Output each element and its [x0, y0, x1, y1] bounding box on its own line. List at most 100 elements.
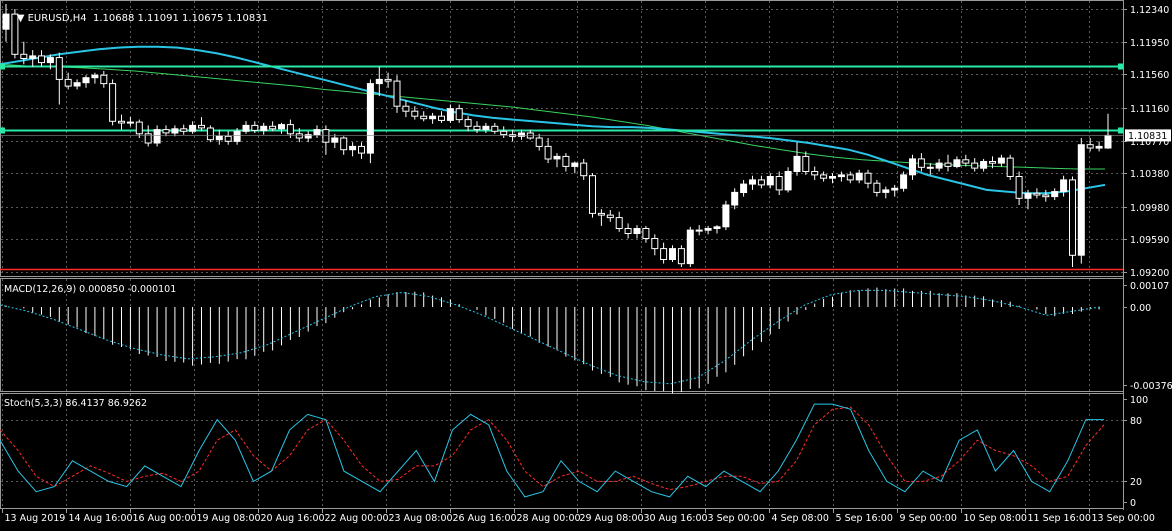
- x-tick-label: 13 Sep 00:00: [1092, 513, 1155, 524]
- candle-body: [722, 204, 730, 228]
- candle-body: [562, 155, 570, 167]
- candle-body: [837, 174, 845, 178]
- candle-body: [740, 183, 748, 194]
- candle-body: [206, 127, 214, 141]
- level-handle-right: [1118, 63, 1123, 70]
- x-tick-label: 5 Sep 16:00: [836, 513, 893, 524]
- y-tick-label: 1.09590: [1130, 235, 1169, 246]
- candle-body: [704, 228, 712, 231]
- candle-body: [651, 238, 659, 250]
- candle-body: [438, 115, 445, 121]
- stoch-tick-label: 80: [1130, 416, 1142, 427]
- candle-body: [366, 83, 374, 154]
- candle-body: [135, 121, 143, 135]
- candle-body: [633, 228, 641, 234]
- macd-tick-label: 0.00107: [1130, 281, 1169, 292]
- candle-body: [180, 128, 188, 132]
- level-handle-left: [0, 63, 5, 70]
- stoch-tick-label: 20: [1130, 477, 1142, 488]
- candle-body: [144, 133, 152, 144]
- current-price-tag: [1125, 129, 1171, 142]
- y-tick-label: 1.09980: [1130, 203, 1169, 214]
- symbol-label: EURUSD,H4: [27, 13, 87, 24]
- candle-body: [1104, 134, 1112, 149]
- x-tick-label: 28 Aug 00:00: [517, 513, 581, 524]
- candle-body: [535, 137, 543, 147]
- x-tick-label: 19 Aug 08:00: [197, 513, 261, 524]
- candle-body: [855, 172, 863, 181]
- y-tick-label: 1.11160: [1130, 104, 1169, 115]
- candle-body: [802, 155, 810, 172]
- candle-body: [1033, 192, 1041, 196]
- candle-body: [864, 172, 872, 184]
- x-tick-label: 30 Aug 16:00: [644, 513, 708, 524]
- candle-body: [2, 13, 10, 30]
- candle-body: [233, 130, 241, 142]
- candle-body: [304, 134, 312, 139]
- x-tick-label: 16 Aug 00:00: [133, 513, 197, 524]
- candle-body: [455, 108, 463, 121]
- candle-body: [1069, 179, 1076, 256]
- candle-body: [1051, 191, 1059, 198]
- candle-body: [11, 13, 19, 55]
- candle-body: [464, 119, 472, 127]
- candle-body: [757, 179, 765, 186]
- candle-body: [917, 158, 925, 168]
- candle-body: [829, 176, 836, 179]
- candle-body: [571, 162, 579, 167]
- candle-body: [118, 120, 125, 124]
- candle-body: [882, 189, 890, 193]
- x-tick-label: 26 Aug 16:00: [453, 513, 517, 524]
- candle-body: [55, 57, 63, 80]
- candle-body: [64, 78, 72, 87]
- x-tick-label: 10 Sep 08:00: [964, 513, 1027, 524]
- ma-slow-line: [0, 63, 1105, 170]
- candle-body: [286, 124, 294, 135]
- candle-body: [446, 108, 454, 121]
- candle-body: [420, 115, 428, 120]
- candle-body: [660, 248, 668, 261]
- candle-body: [615, 217, 623, 230]
- candle-body: [411, 110, 419, 117]
- candle-body: [784, 171, 792, 191]
- candle-body: [29, 55, 37, 59]
- macd-tick-label: -0.003763: [1130, 381, 1172, 392]
- candle-body: [544, 145, 552, 160]
- candle-body: [713, 226, 721, 230]
- candle-body: [491, 125, 499, 132]
- candle-body: [1015, 176, 1023, 199]
- candle-body: [251, 124, 259, 131]
- candle-body: [677, 248, 685, 265]
- panel-border: [0, 393, 1124, 509]
- candle-body: [295, 133, 303, 139]
- x-tick-label: 29 Aug 08:00: [580, 513, 644, 524]
- candle-body: [375, 78, 383, 85]
- candle-body: [749, 179, 756, 185]
- symbol-header: ▼ EURUSD,H4 1.10688 1.11091 1.10675 1.10…: [4, 2, 268, 35]
- candle-body: [846, 174, 854, 181]
- x-tick-label: 14 Aug 16:00: [69, 513, 133, 524]
- stoch-tick-label: 0: [1130, 498, 1136, 509]
- candle-body: [553, 155, 561, 160]
- candle-body: [669, 248, 676, 261]
- candle-body: [349, 145, 357, 151]
- candle-body: [171, 128, 179, 134]
- candle-body: [980, 161, 988, 169]
- candle-body: [482, 125, 490, 131]
- candle-body: [1042, 194, 1050, 198]
- candle-body: [384, 78, 392, 82]
- candle-body: [331, 137, 339, 143]
- candle-body: [473, 125, 481, 131]
- candle-body: [731, 191, 739, 206]
- candle-body: [189, 124, 197, 132]
- stoch-title: Stoch(5,3,3) 86.4137 86.9262: [4, 398, 147, 409]
- candle-body: [429, 115, 437, 120]
- candle-body: [198, 124, 205, 129]
- candle-body: [775, 176, 783, 191]
- candle-body: [215, 135, 223, 141]
- candle-body: [278, 124, 285, 130]
- candle-body: [46, 57, 54, 64]
- candle-body: [1095, 145, 1103, 149]
